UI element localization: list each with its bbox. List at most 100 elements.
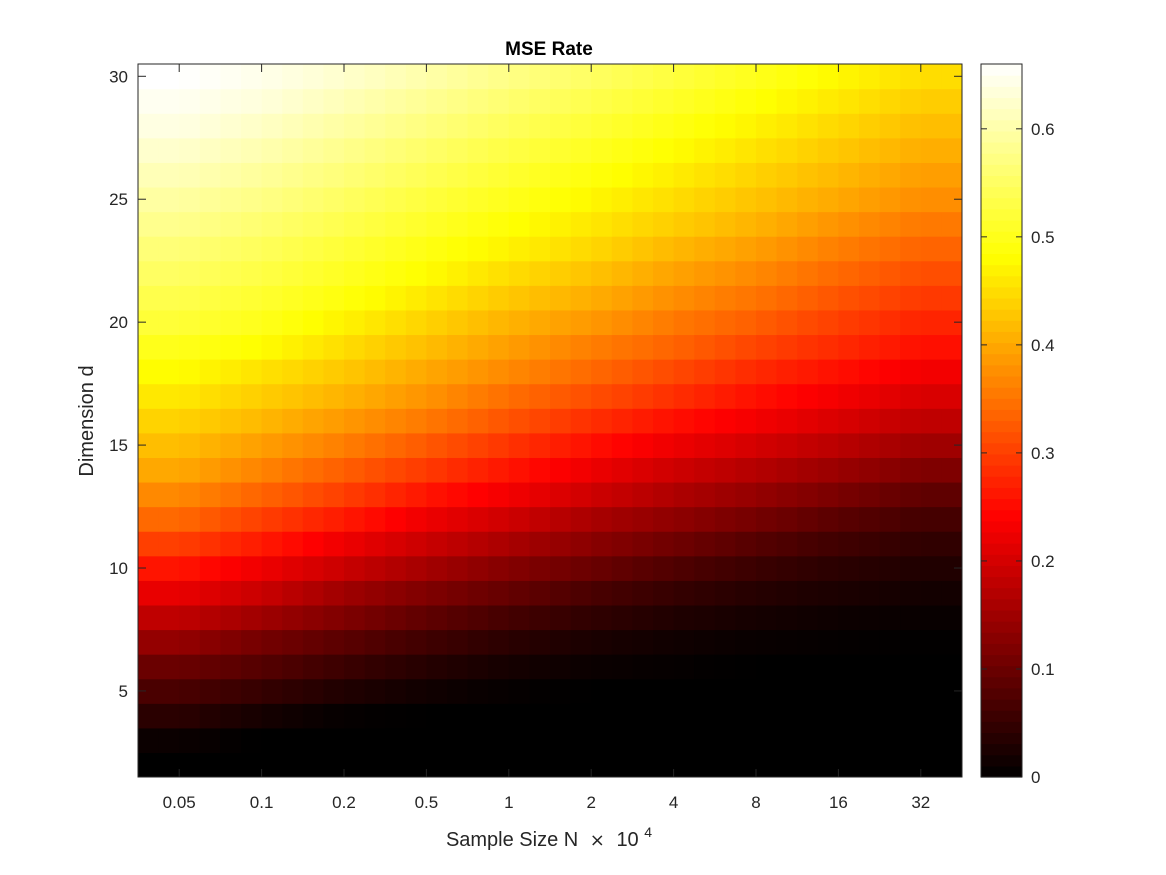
heatmap-cell bbox=[653, 703, 675, 729]
colorbar-step bbox=[981, 420, 1022, 433]
heatmap-cell bbox=[138, 309, 160, 336]
heatmap-cell bbox=[570, 727, 592, 754]
heatmap-cell bbox=[508, 555, 530, 581]
heatmap-cell bbox=[756, 88, 778, 114]
heatmap-cell bbox=[611, 727, 633, 754]
heatmap-cell bbox=[920, 162, 942, 188]
heatmap-cell bbox=[426, 727, 448, 754]
heatmap-cell bbox=[302, 137, 324, 163]
heatmap-cell bbox=[158, 604, 180, 631]
heatmap-cell bbox=[756, 481, 778, 508]
heatmap-cell bbox=[426, 752, 448, 777]
heatmap-cell bbox=[261, 531, 283, 557]
heatmap-cell bbox=[838, 506, 860, 532]
heatmap-cell bbox=[941, 678, 962, 704]
heatmap-cell bbox=[179, 334, 201, 360]
heatmap-cell bbox=[550, 64, 572, 90]
heatmap-cell bbox=[673, 506, 695, 532]
heatmap-cell bbox=[611, 629, 633, 655]
heatmap-cell bbox=[282, 432, 304, 458]
heatmap-cell bbox=[220, 285, 242, 311]
heatmap-cell bbox=[611, 604, 633, 631]
heatmap-cell bbox=[179, 531, 201, 557]
heatmap-cell bbox=[261, 654, 283, 680]
heatmap-cell bbox=[385, 113, 407, 139]
heatmap-cell bbox=[941, 555, 962, 581]
heatmap-cell bbox=[488, 506, 510, 532]
heatmap-cell bbox=[859, 727, 881, 754]
heatmap-cell bbox=[797, 211, 819, 237]
heatmap-cell bbox=[529, 285, 551, 311]
heatmap-cell bbox=[323, 678, 345, 704]
heatmap-cell bbox=[941, 137, 962, 163]
heatmap-cell bbox=[570, 654, 592, 680]
heatmap-cell bbox=[426, 309, 448, 336]
heatmap-cell bbox=[900, 113, 922, 139]
heatmap-cell bbox=[529, 162, 551, 188]
heatmap-cell bbox=[838, 285, 860, 311]
heatmap-cell bbox=[467, 186, 489, 213]
heatmap-cell bbox=[797, 309, 819, 336]
heatmap-cell bbox=[385, 604, 407, 631]
colorbar-step bbox=[981, 208, 1022, 221]
colorbar-step bbox=[981, 543, 1022, 555]
heatmap-cell bbox=[344, 703, 366, 729]
heatmap-cell bbox=[570, 678, 592, 704]
heatmap-cell bbox=[570, 334, 592, 360]
heatmap-cell bbox=[344, 236, 366, 262]
heatmap-cell bbox=[405, 113, 427, 139]
heatmap-cell bbox=[344, 260, 366, 286]
heatmap-cell bbox=[282, 506, 304, 532]
heatmap-cell bbox=[426, 236, 448, 262]
heatmap-cell bbox=[797, 359, 819, 385]
heatmap-cell bbox=[550, 580, 572, 606]
heatmap-cell bbox=[344, 506, 366, 532]
heatmap-cell bbox=[817, 162, 839, 188]
heatmap-cell bbox=[879, 506, 901, 532]
heatmap-cell bbox=[591, 334, 613, 360]
heatmap-cell bbox=[735, 604, 757, 631]
heatmap-cell bbox=[817, 555, 839, 581]
heatmap-cell bbox=[508, 678, 530, 704]
heatmap-cell bbox=[467, 604, 489, 631]
heatmap-cell bbox=[632, 211, 654, 237]
heatmap-cell bbox=[756, 604, 778, 631]
heatmap-cell bbox=[756, 236, 778, 262]
heatmap-cell bbox=[364, 555, 386, 581]
heatmap-cell bbox=[653, 678, 675, 704]
heatmap-cell bbox=[447, 334, 469, 360]
heatmap-cell bbox=[447, 654, 469, 680]
heatmap-cell bbox=[467, 531, 489, 557]
heatmap-cell bbox=[282, 580, 304, 606]
heatmap-cell bbox=[714, 752, 736, 777]
heatmap-cell bbox=[941, 162, 962, 188]
heatmap-cell bbox=[179, 678, 201, 704]
heatmap-cell bbox=[735, 186, 757, 213]
colorbar-step bbox=[981, 387, 1022, 399]
heatmap-cell bbox=[488, 162, 510, 188]
heatmap-cell bbox=[653, 137, 675, 163]
heatmap-cell bbox=[241, 260, 263, 286]
heatmap-cell bbox=[385, 629, 407, 655]
heatmap-cell bbox=[447, 260, 469, 286]
heatmap-cell bbox=[447, 727, 469, 754]
heatmap-cell bbox=[859, 334, 881, 360]
heatmap-cell bbox=[241, 506, 263, 532]
heatmap-cell bbox=[838, 64, 860, 90]
heatmap-cell bbox=[241, 408, 263, 434]
heatmap-cell bbox=[756, 162, 778, 188]
heatmap-cell bbox=[426, 334, 448, 360]
heatmap-cell bbox=[756, 580, 778, 606]
heatmap-cell bbox=[488, 481, 510, 508]
heatmap-cell bbox=[323, 752, 345, 777]
heatmap-cell bbox=[838, 334, 860, 360]
heatmap-cell bbox=[920, 457, 942, 483]
heatmap-cell bbox=[426, 260, 448, 286]
heatmap-cell bbox=[241, 334, 263, 360]
heatmap-cell bbox=[282, 285, 304, 311]
heatmap-cell bbox=[714, 359, 736, 385]
heatmap-cell bbox=[488, 408, 510, 434]
heatmap-cell bbox=[158, 481, 180, 508]
heatmap-cell bbox=[673, 727, 695, 754]
heatmap-cell bbox=[632, 359, 654, 385]
